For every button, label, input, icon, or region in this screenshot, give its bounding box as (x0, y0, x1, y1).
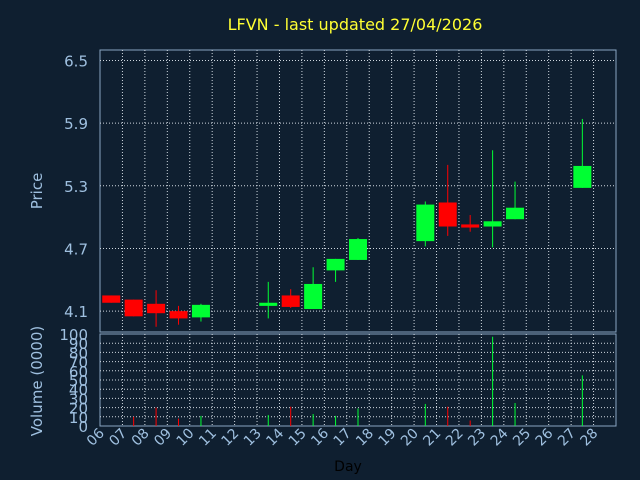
volume-axis-label: Volume (0000) (28, 326, 46, 436)
candle-body (281, 295, 300, 307)
candle-body (483, 221, 502, 227)
volume-y-tick-label: 60 (69, 363, 88, 381)
chart-title: LFVN - last updated 27/04/2026 (228, 15, 483, 34)
volume-y-tick-label: 70 (69, 354, 88, 372)
x-ticks: 0607080910111213141516171819202122232425… (84, 425, 601, 449)
volume-y-tick-label: 0 (78, 418, 88, 436)
candle-body (573, 165, 592, 188)
candle-body (147, 303, 166, 314)
price-panel: 6.5 5.9 5.3 4.7 4.1 Price (28, 49, 617, 333)
candle-body (349, 239, 367, 260)
price-plot-frame (99, 49, 617, 333)
candle-body (124, 299, 143, 317)
x-axis-label: Day (334, 459, 362, 475)
volume-y-tick-label: 40 (69, 381, 88, 399)
candle-body (169, 311, 188, 319)
volume-y-tick-label: 20 (69, 400, 88, 418)
candle-body (416, 204, 435, 242)
price-y-tick-label: 6.5 (64, 52, 88, 70)
candle-body (259, 302, 278, 306)
volume-y-tick-label: 50 (69, 372, 88, 390)
volume-bars (133, 336, 583, 426)
price-y-tick-label: 4.7 (64, 240, 88, 258)
candle-body (304, 283, 323, 310)
candle-body (326, 258, 345, 271)
volume-y-tick-label: 30 (69, 390, 88, 408)
candle-body (461, 224, 480, 228)
candle-body (102, 295, 121, 303)
candle-body (191, 304, 210, 318)
candle-body (438, 202, 457, 227)
volume-y-tick-label: 90 (69, 335, 88, 353)
price-axis-label: Price (28, 173, 46, 210)
volume-y-tick-label: 10 (69, 409, 88, 427)
volume-grid (100, 334, 616, 426)
candle-body (506, 207, 525, 220)
price-y-tick-label: 4.1 (64, 303, 88, 321)
price-y-tick-label: 5.9 (64, 115, 88, 133)
volume-y-tick-label: 100 (59, 326, 88, 344)
price-grid (100, 50, 616, 332)
price-y-tick-label: 5.3 (64, 178, 88, 196)
candles (102, 118, 592, 327)
volume-y-tick-label: 80 (69, 344, 88, 362)
price-y-ticks: 6.5 5.9 5.3 4.7 4.1 (64, 52, 88, 321)
